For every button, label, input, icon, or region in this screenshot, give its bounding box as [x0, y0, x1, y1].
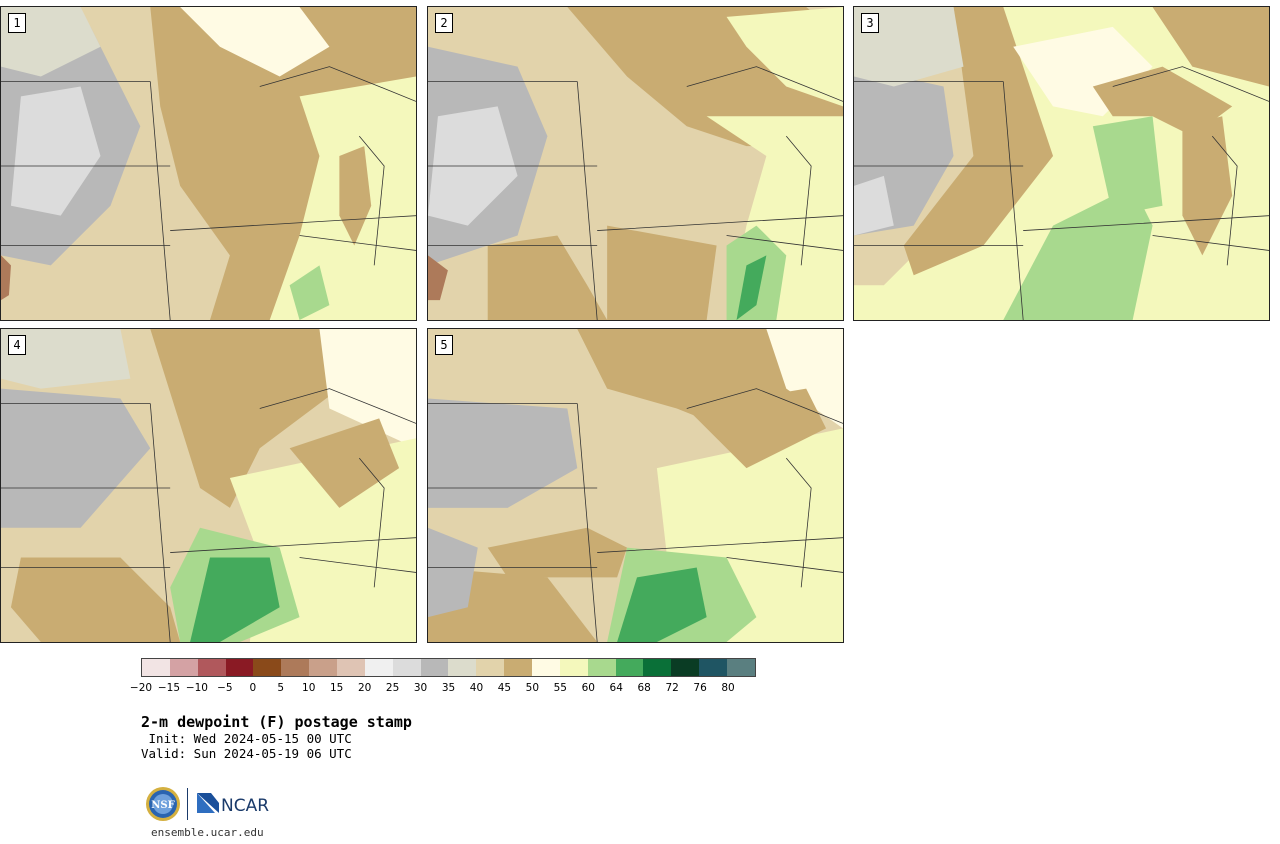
ensemble-member-panel-5: 5	[427, 328, 844, 643]
colorbar-segment	[699, 659, 728, 676]
colorbar-segment	[476, 659, 505, 676]
colorbar-segment	[337, 659, 365, 676]
website-url: ensemble.ucar.edu	[151, 826, 264, 839]
sponsor-logos: NSF NCAR	[145, 786, 275, 822]
svg-text:NCAR: NCAR	[221, 796, 269, 815]
colorbar-tick-label: −5	[217, 682, 233, 694]
colorbar-tick-label: 80	[721, 682, 735, 694]
colorbar-segment	[504, 659, 533, 676]
colorbar-segment	[671, 659, 700, 676]
colorbar-segment	[142, 659, 170, 676]
colorbar-tick-label: 40	[469, 682, 484, 694]
svg-text:NSF: NSF	[151, 800, 174, 811]
colorbar-segment	[364, 659, 393, 676]
colorbar-tick-label: 64	[609, 682, 623, 694]
ensemble-member-panel-1: 1	[0, 6, 417, 321]
panel-number-label: 4	[8, 335, 26, 355]
colorbar-segment	[309, 659, 338, 676]
colorbar-tick-label: 20	[357, 682, 372, 694]
colorbar-tick-label: −10	[185, 682, 208, 694]
colorbar-tick-label: 72	[665, 682, 679, 694]
colorbar-segment	[615, 659, 644, 676]
colorbar-segment	[448, 659, 477, 676]
colorbar-segment	[392, 659, 421, 676]
colorbar-tick-label: 50	[525, 682, 540, 694]
colorbar-segment	[225, 659, 254, 676]
colorbar-segment	[559, 659, 588, 676]
panel-number-label: 1	[8, 13, 26, 33]
init-time: Init: Wed 2024-05-15 00 UTC	[141, 731, 352, 746]
nsf-logo-icon: NSF	[146, 787, 180, 821]
colorbar-tick-label: 0	[249, 682, 257, 694]
dewpoint-map	[1, 7, 416, 320]
chart-title: 2-m dewpoint (F) postage stamp	[141, 713, 412, 731]
panel-number-label: 5	[435, 335, 453, 355]
panel-number-label: 3	[861, 13, 879, 33]
colorbar-tick-label: 55	[553, 682, 567, 694]
colorbar-tick-label: 68	[637, 682, 651, 694]
colorbar-tick-label: 15	[329, 682, 344, 694]
colorbar-segment	[169, 659, 198, 676]
colorbar-segment	[532, 659, 560, 676]
logo-divider	[187, 788, 188, 820]
colorbar-tick-label: 25	[385, 682, 400, 694]
colorbar-tick-labels: −20 −15 −10 −5 0 5 10 15 20 25 30 35 40 45 50 55 60 64 68 7…	[130, 682, 756, 696]
colorbar-tick-label: 30	[413, 682, 428, 694]
ncar-logo-icon: NCAR	[197, 793, 269, 815]
colorbar-tick-label: 76	[693, 682, 707, 694]
colorbar-tick-label: 60	[581, 682, 595, 694]
colorbar-tick-label: −15	[157, 682, 181, 694]
colorbar-segment	[643, 659, 672, 676]
colorbar-tick-label: 5	[277, 682, 285, 694]
dewpoint-map	[1, 329, 416, 642]
dewpoint-map	[428, 329, 843, 642]
colorbar-segment	[253, 659, 282, 676]
ensemble-member-panel-2: 2	[427, 6, 844, 321]
colorbar-tick-label: −20	[129, 682, 153, 694]
valid-time: Valid: Sun 2024-05-19 06 UTC	[141, 746, 352, 761]
colorbar-segment	[727, 659, 755, 676]
colorbar-tick-label: 45	[497, 682, 512, 694]
colorbar-segment	[420, 659, 449, 676]
colorbar-tick-label: 10	[302, 682, 316, 694]
colorbar-segment	[587, 659, 616, 676]
dewpoint-map	[854, 7, 1269, 320]
colorbar-tick-label: 35	[441, 682, 456, 694]
ensemble-member-panel-4: 4	[0, 328, 417, 643]
ensemble-member-panel-3: 3	[853, 6, 1270, 321]
colorbar-segment	[281, 659, 310, 676]
dewpoint-colorbar	[141, 658, 756, 677]
panel-number-label: 2	[435, 13, 453, 33]
colorbar-segment	[197, 659, 226, 676]
dewpoint-map	[428, 7, 843, 320]
